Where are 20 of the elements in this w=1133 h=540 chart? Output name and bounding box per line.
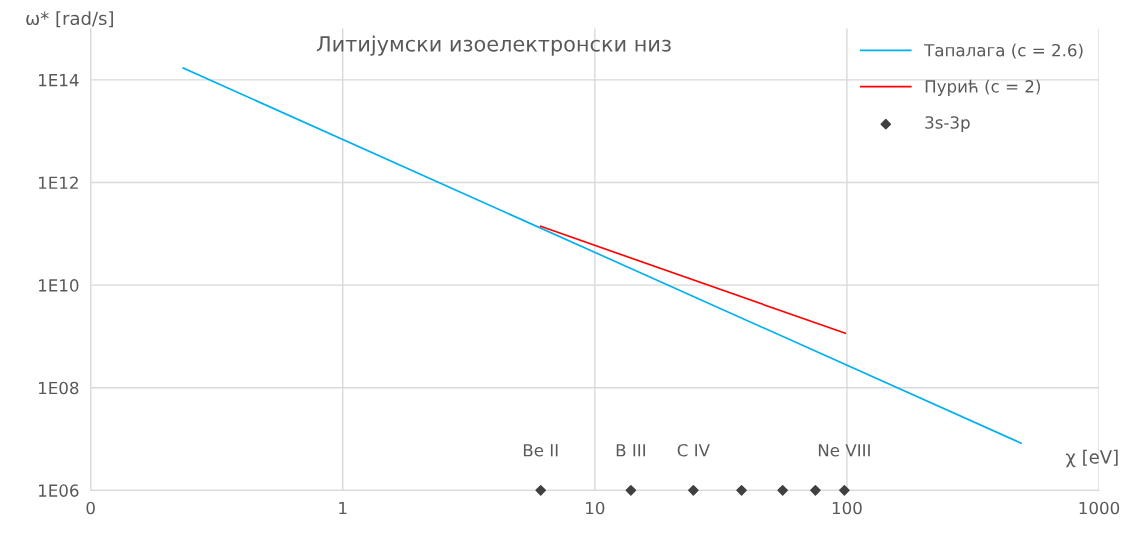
annotation: B III: [616, 444, 645, 457]
y-tick-label: 1E06: [39, 484, 79, 497]
annotation: Ne VIII: [818, 444, 870, 457]
y-tick-label: 1E10: [39, 279, 79, 292]
annotation: Be II: [523, 444, 558, 457]
x-tick-label: 0: [86, 501, 95, 515]
y-axis-title: ω* [rad/s]: [26, 11, 113, 28]
legend-label: Пурић (c = 2): [925, 79, 1041, 96]
x-tick-label: 100: [832, 501, 862, 515]
x-tick-label: 10: [586, 501, 605, 515]
chart-title: Литијумски изоелектронски низ: [316, 35, 671, 56]
y-tick-label: 1E14: [39, 74, 79, 87]
y-tick-label: 1E08: [39, 381, 79, 395]
x-tick-label: 1: [339, 501, 347, 515]
x-tick-label: 1000: [1079, 501, 1120, 515]
y-tick-label: 1E12: [39, 176, 78, 189]
legend-label: Тапалага (c = 2.6): [924, 43, 1083, 59]
x-axis-title: χ [eV]: [1065, 449, 1118, 468]
legend-label: 3s-3p: [925, 116, 970, 133]
annotation: C IV: [677, 443, 710, 457]
